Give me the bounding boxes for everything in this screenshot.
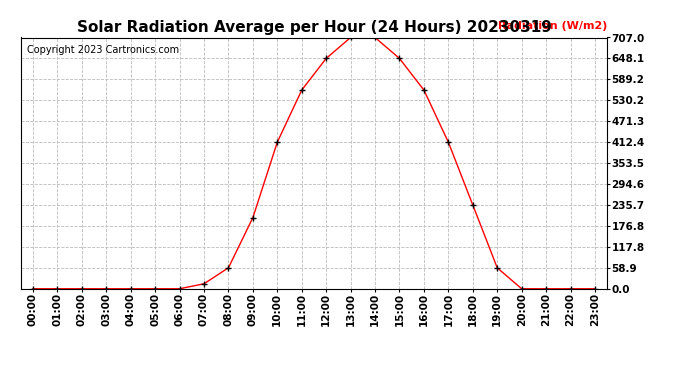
Text: Radiation (W/m2): Radiation (W/m2) (497, 21, 607, 31)
Title: Solar Radiation Average per Hour (24 Hours) 20230319: Solar Radiation Average per Hour (24 Hou… (77, 20, 551, 35)
Text: Copyright 2023 Cartronics.com: Copyright 2023 Cartronics.com (26, 45, 179, 55)
